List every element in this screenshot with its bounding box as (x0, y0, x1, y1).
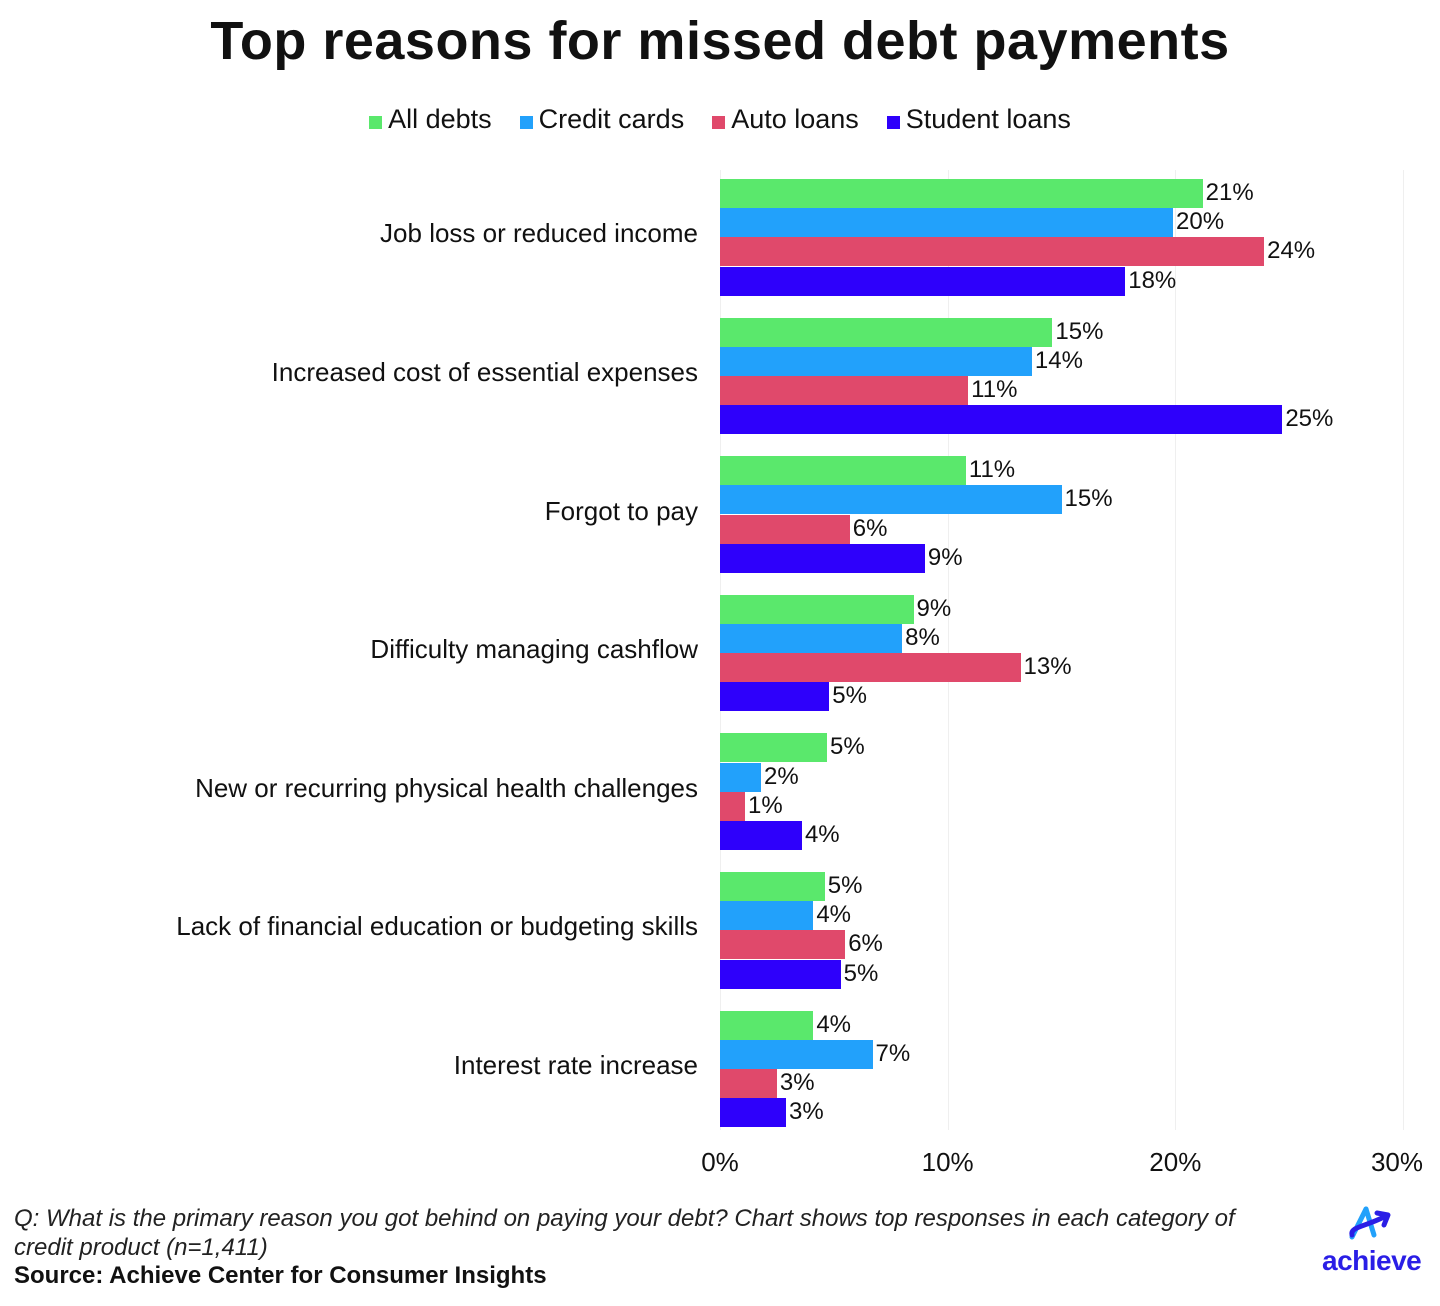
bar-all-debts (720, 179, 1203, 208)
source-text: Source: Achieve Center for Consumer Insi… (14, 1262, 547, 1289)
bar-auto-loans (720, 514, 850, 544)
bar-auto-loans (720, 791, 746, 821)
bar-value-label: 9% (927, 543, 963, 571)
bar-student-loans (720, 1098, 787, 1128)
bar-credit-cards (720, 762, 761, 792)
achieve-logo: achieve (1322, 1205, 1432, 1285)
category-label: Interest rate increase (453, 1050, 698, 1080)
x-tick-label: 20% (1149, 1147, 1202, 1177)
bar-auto-loans (720, 930, 846, 960)
bar-student-loans (720, 405, 1283, 435)
legend: All debts Credit cards Auto loans Studen… (0, 104, 1440, 135)
category-label: Lack of financial education or budgeting… (176, 911, 698, 942)
bar-all-debts (720, 872, 825, 901)
survey-question-note: Q: What is the primary reason you got be… (14, 1205, 1235, 1261)
bar-all-debts (720, 1010, 814, 1040)
gridline (947, 170, 949, 1130)
bar-value-label: 15% (1055, 317, 1104, 345)
bar-credit-cards (720, 346, 1032, 376)
bar-all-debts (720, 594, 914, 624)
bar-value-label: 5% (832, 682, 867, 710)
category-label: New or recurring physical health challen… (195, 772, 698, 803)
bar-credit-cards (720, 901, 814, 931)
bar-value-label: 13% (1023, 653, 1072, 681)
bar-student-loans (720, 266, 1126, 296)
bar-value-label: 4% (804, 821, 840, 848)
legend-item-credit-cards: Credit cards (519, 104, 685, 135)
bar-value-label: 11% (971, 376, 1018, 403)
legend-label: All debts (388, 104, 492, 134)
bar-value-label: 14% (1034, 346, 1083, 374)
bar-student-loans (720, 821, 802, 850)
bar-value-label: 9% (916, 594, 952, 622)
bar-student-loans (720, 543, 925, 573)
x-tick-label: 30% (1370, 1147, 1424, 1177)
bar-value-label: 20% (1176, 208, 1225, 236)
bar-value-label: 3% (789, 1098, 824, 1126)
gridline (1175, 170, 1177, 1130)
bar-value-label: 6% (848, 930, 883, 958)
bar-credit-cards (720, 1039, 873, 1069)
gridline (1403, 170, 1404, 1130)
bar-all-debts (720, 733, 827, 763)
bar-all-debts (720, 456, 966, 486)
category-label: Job loss or reduced income (380, 218, 698, 249)
logo-wordmark: achieve (1322, 1245, 1422, 1276)
legend-label: Credit cards (538, 104, 685, 134)
category-label: Difficulty managing cashflow (370, 634, 698, 665)
x-tick-label: 10% (921, 1147, 974, 1177)
bar-value-label: 5% (830, 733, 865, 761)
bar-value-label: 4% (816, 901, 852, 929)
x-tick-label: 0% (701, 1147, 739, 1177)
bar-student-loans (720, 682, 830, 712)
legend-label: Auto loans (731, 104, 859, 134)
legend-swatch-icon (369, 116, 383, 129)
plot-area: 21% 20% 24% 18% 15% 14% 11% 25% 11% 15% 6% 9% 9% 8% 13… (720, 170, 1404, 1130)
bar-auto-loans (720, 376, 969, 405)
bar-value-label: 2% (763, 762, 799, 790)
legend-item-student-loans: Student loans (886, 104, 1071, 135)
bar-student-loans (720, 959, 841, 989)
achieve-arrow-icon (1349, 1206, 1391, 1240)
legend-swatch-icon (712, 116, 726, 129)
bar-value-label: 3% (779, 1069, 815, 1096)
bar-value-label: 5% (843, 959, 879, 987)
bar-value-label: 18% (1128, 266, 1177, 294)
bar-auto-loans (720, 237, 1265, 267)
bar-value-label: 1% (748, 791, 783, 819)
bar-value-label: 8% (905, 624, 940, 651)
legend-swatch-icon (519, 116, 533, 129)
bar-value-label: 21% (1205, 179, 1254, 206)
bar-value-label: 4% (816, 1010, 852, 1038)
bar-value-label: 25% (1285, 405, 1334, 433)
bar-auto-loans (720, 1069, 777, 1098)
bar-auto-loans (720, 653, 1021, 683)
bar-value-label: 11% (968, 456, 1016, 484)
category-label: Forgot to pay (544, 495, 698, 526)
bar-value-label: 24% (1267, 237, 1316, 265)
bar-credit-cards (720, 485, 1062, 515)
bar-credit-cards (720, 624, 903, 653)
chart-title: Top reasons for missed debt payments (210, 11, 1230, 71)
bar-value-label: 15% (1064, 485, 1113, 513)
bar-value-label: 5% (827, 872, 863, 899)
bar-credit-cards (720, 208, 1174, 238)
category-label: Increased cost of essential expenses (271, 357, 698, 387)
bar-value-label: 6% (852, 514, 888, 542)
legend-swatch-icon (886, 116, 900, 129)
bar-value-label: 7% (875, 1039, 911, 1067)
legend-item-auto-loans: Auto loans (712, 104, 859, 135)
legend-item-all-debts: All debts (369, 104, 492, 135)
legend-label: Student loans (905, 104, 1071, 134)
bar-all-debts (720, 317, 1053, 347)
